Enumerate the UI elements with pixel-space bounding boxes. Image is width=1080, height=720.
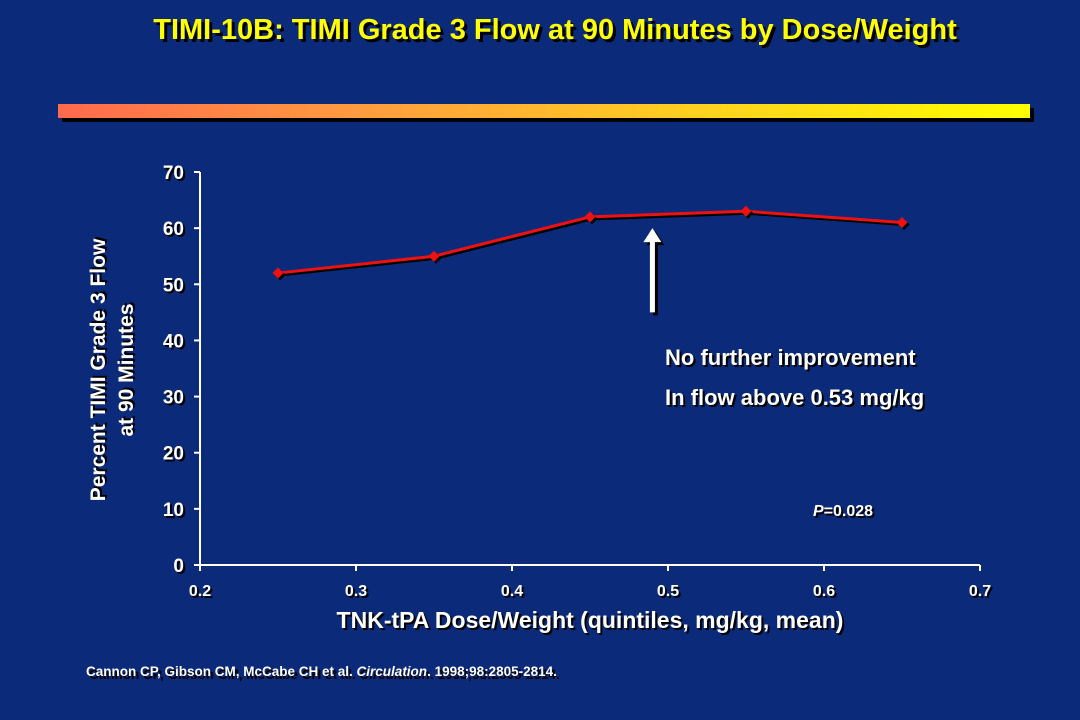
y-axis-title-line-text: Percent TIMI Grade 3 Flow — [87, 238, 110, 501]
y-tick-label-text: 70 — [163, 163, 184, 184]
y-tick-label-shadow: 10 — [165, 502, 186, 523]
p-value-number: =0.028 — [824, 503, 873, 520]
x-tick-label-shadow: 0.2 — [191, 585, 213, 602]
y-tick-label-shadow: 60 — [165, 221, 186, 242]
p-value-text: P=0.028 — [813, 503, 873, 520]
x-tick-label-shadow: 0.5 — [659, 585, 681, 602]
x-tick-label: 0.20.2 — [189, 583, 213, 602]
y-tick-label-text: 60 — [163, 219, 184, 240]
x-axis-label: TNK-tPA Dose/Weight (quintiles, mg/kg, m… — [337, 607, 846, 635]
arrow-body — [643, 228, 662, 313]
x-tick-label-text: 0.3 — [345, 583, 367, 600]
data-point — [896, 217, 908, 229]
x-tick-label: 0.30.3 — [345, 583, 369, 602]
data-point — [740, 205, 752, 217]
data-point — [584, 211, 596, 223]
x-axis-title-text: TNK-tPA Dose/Weight (quintiles, mg/kg, m… — [337, 607, 844, 633]
x-tick-label: 0.50.5 — [657, 583, 681, 602]
x-tick-label-shadow: 0.4 — [503, 585, 525, 602]
y-tick-label-text: 0 — [173, 556, 184, 577]
y-tick-label-shadow: 70 — [165, 165, 186, 186]
data-point — [428, 250, 440, 262]
y-tick-label-shadow: 50 — [165, 277, 186, 298]
x-tick-label: 0.70.7 — [969, 583, 993, 602]
arrow-shaft — [652, 243, 658, 316]
y-tick-label-shadow: 30 — [165, 390, 186, 411]
chart-series — [272, 205, 910, 281]
p-value-label: P — [813, 503, 824, 520]
citation-journal: Circulation — [356, 664, 428, 679]
annotation-note-line-shadow: In flow above 0.53 mg/kg — [667, 387, 926, 412]
y-tick-label-shadow: 20 — [165, 446, 186, 467]
arrow-head — [643, 228, 662, 243]
citation-details: . 1998;98:2805-2814. — [427, 664, 557, 679]
x-tick-label-text: 0.4 — [501, 583, 523, 600]
x-tick-label-shadow: 0.7 — [971, 585, 993, 602]
x-tick-label-text: 0.2 — [189, 583, 211, 600]
arrow-shaft — [649, 240, 655, 313]
data-point — [272, 267, 284, 279]
x-axis-title-shadow: TNK-tPA Dose/Weight (quintiles, mg/kg, m… — [339, 609, 846, 635]
x-tick-label-shadow: 0.6 — [815, 585, 837, 602]
y-tick-label-text: 30 — [163, 388, 184, 409]
p-value-shadow: P=0.028 — [815, 505, 875, 522]
p-value-label: P — [815, 505, 826, 522]
y-tick-label-text: 40 — [163, 331, 184, 352]
annotation-note-line-text: No further improvement — [665, 345, 916, 370]
annotation-note-line-shadow: No further improvement — [667, 347, 918, 372]
y-axis-title-line-shadow: Percent TIMI Grade 3 Flow — [89, 236, 112, 499]
annotation-arrow — [643, 228, 665, 316]
p-value-number: =0.028 — [826, 505, 875, 522]
y-tick-label-text: 20 — [163, 444, 184, 465]
y-tick-label-shadow: 40 — [165, 333, 186, 354]
y-tick-label-shadow: 0 — [175, 558, 186, 579]
x-tick-label-shadow: 0.3 — [347, 585, 369, 602]
slide-title: TIMI-10B: TIMI Grade 3 Flow at 90 Minute… — [153, 14, 957, 46]
y-axis-title-line-shadow: at 90 Minutes — [117, 301, 140, 434]
x-axis-title: TNK-tPA Dose/Weight (quintiles, mg/kg, m… — [337, 607, 846, 635]
citation: Cannon CP, Gibson CM, McCabe CH et al. C… — [86, 664, 557, 679]
x-tick-label: 0.60.6 — [813, 583, 837, 602]
annotation-note-line-text: In flow above 0.53 mg/kg — [665, 385, 924, 410]
y-tick-label-text: 10 — [163, 500, 184, 521]
y-axis-title-line-text: at 90 Minutes — [115, 303, 138, 436]
y-tick-label-text: 50 — [163, 275, 184, 296]
y-tick-label: 00 — [173, 556, 186, 579]
x-tick-label: 0.40.4 — [501, 583, 525, 602]
x-tick-label-text: 0.6 — [813, 583, 835, 600]
title-divider-bar — [58, 104, 1030, 118]
citation-authors: Cannon CP, Gibson CM, McCabe CH et al. — [86, 664, 357, 679]
chart-axes — [199, 172, 980, 566]
arrow-shadow — [646, 231, 665, 316]
x-tick-label-text: 0.5 — [657, 583, 679, 600]
x-tick-label-text: 0.7 — [969, 583, 991, 600]
